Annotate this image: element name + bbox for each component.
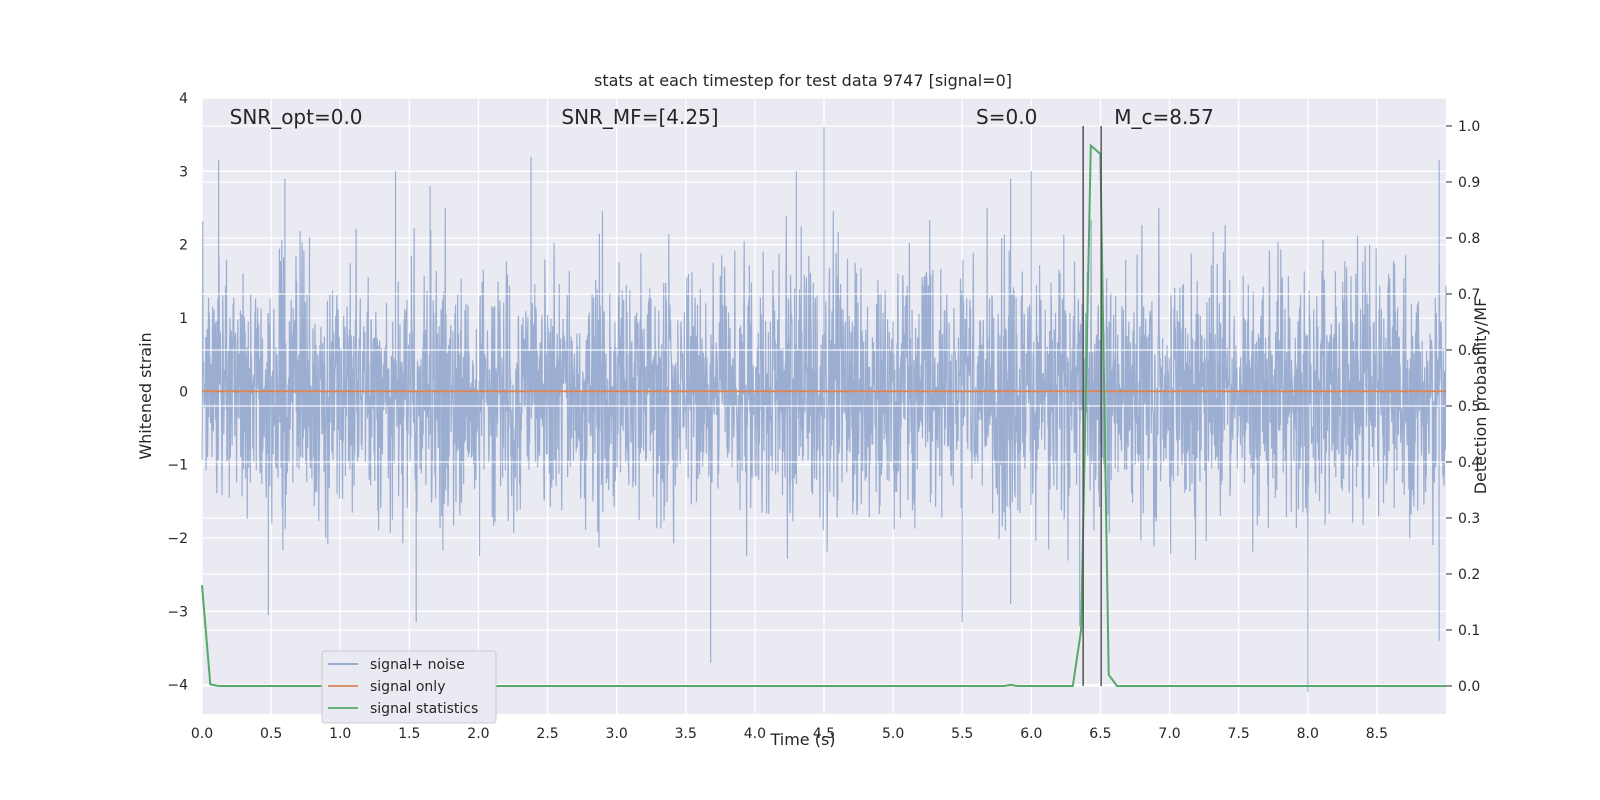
annotation-text: S=0.0	[976, 105, 1037, 129]
signal-noise-line	[201, 127, 1447, 692]
y-tick-label: 4	[179, 91, 188, 107]
x-tick-label: 4.0	[744, 726, 766, 742]
y-tick-label: −3	[167, 604, 188, 620]
y-tick-label: −2	[167, 531, 188, 547]
x-tick-label: 0.5	[260, 726, 282, 742]
annotation-text: SNR_MF=[4.25]	[561, 105, 718, 129]
x-tick-label: 5.0	[882, 726, 904, 742]
x-tick-label: 8.0	[1297, 726, 1319, 742]
series-signal-noise	[201, 127, 1447, 692]
x-tick-label: 6.5	[1089, 726, 1111, 742]
y2-tick-label: 0.3	[1458, 511, 1480, 527]
legend-box	[321, 650, 497, 724]
annotation-text: SNR_opt=0.0	[230, 105, 363, 129]
chart-title: stats at each timestep for test data 974…	[594, 71, 1012, 90]
x-tick-label: 2.5	[536, 726, 558, 742]
x-tick-label: 7.0	[1158, 726, 1180, 742]
y2-tick-label: 0.4	[1458, 455, 1480, 471]
annotations: SNR_opt=0.0 SNR_MF=[4.25] S=0.0 M_c=8.57	[230, 105, 1214, 129]
x-axis-ticks: 0.0 0.5 1.0 1.5 2.0 2.5 3.0 3.5 4.0 4.5 5.0 5.5 6.0 6…	[191, 726, 1388, 742]
legend-label-signal-noise: signal+ noise	[370, 657, 465, 673]
x-tick-label: 3.5	[675, 726, 697, 742]
x-tick-label: 5.5	[951, 726, 973, 742]
y2-tick-label: 0.2	[1458, 567, 1480, 583]
y2-tick-label: 0.6	[1458, 343, 1480, 359]
y2-tick-label: 1.0	[1458, 119, 1480, 135]
y2-axis-ticks: 1.0 0.9 0.8 0.7 0.6 0.5 0.4 0.3 0.2 0.1 0.0	[1446, 119, 1480, 695]
y-tick-label: 3	[179, 164, 188, 180]
x-tick-label: 4.5	[813, 726, 835, 742]
legend: signal+ noise signal only signal statist…	[321, 650, 497, 724]
annotation-text: M_c=8.57	[1114, 105, 1214, 129]
x-tick-label: 7.5	[1228, 726, 1250, 742]
y2-tick-label: 0.5	[1458, 399, 1480, 415]
y2-tick-label: 0.8	[1458, 231, 1480, 247]
x-tick-label: 2.0	[467, 726, 489, 742]
vertical-markers	[1082, 126, 1102, 686]
x-tick-label: 1.0	[329, 726, 351, 742]
y-tick-label: −4	[167, 678, 188, 694]
x-tick-label: 1.5	[398, 726, 420, 742]
y-axis-label: Whitened strain	[136, 332, 155, 459]
y2-tick-label: 0.0	[1458, 679, 1480, 695]
y-tick-label: −1	[167, 458, 188, 474]
legend-label-signal-statistics: signal statistics	[370, 701, 478, 717]
x-tick-label: 8.5	[1366, 726, 1388, 742]
y-axis-ticks: 4 3 2 1 0 −1 −2 −3 −4	[167, 91, 188, 694]
x-axis-label: Time (s)	[769, 730, 835, 749]
x-tick-label: 3.0	[606, 726, 628, 742]
x-tick-label: 6.0	[1020, 726, 1042, 742]
y2-tick-label: 0.9	[1458, 175, 1480, 191]
y2-tick-label: 0.1	[1458, 623, 1480, 639]
y-tick-label: 1	[179, 311, 188, 327]
y-tick-label: 2	[179, 238, 188, 254]
y-tick-label: 0	[179, 384, 188, 400]
legend-label-signal-only: signal only	[370, 679, 445, 695]
x-tick-label: 0.0	[191, 726, 213, 742]
y2-axis-label: Detection probability/MF	[1471, 298, 1490, 495]
y2-tick-label: 0.7	[1458, 287, 1480, 303]
